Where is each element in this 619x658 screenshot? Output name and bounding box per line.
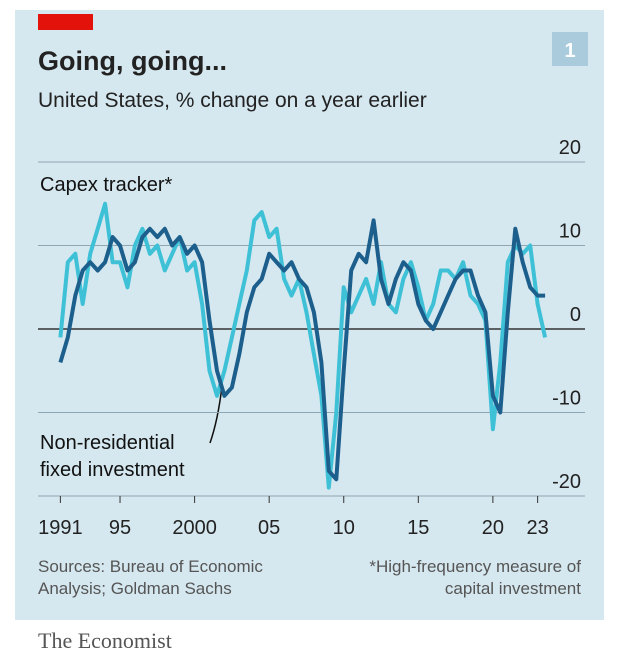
badge: 1 bbox=[564, 40, 575, 62]
y-tick-label: -20 bbox=[552, 471, 581, 493]
source: Sources: Bureau of Economic Analysis; Go… bbox=[38, 557, 263, 598]
x-tick-label: 23 bbox=[527, 517, 549, 539]
footnote: *High-frequency measure of capital inves… bbox=[369, 557, 581, 598]
chart-subtitle: United States, % change on a year earlie… bbox=[38, 89, 427, 112]
red-tag bbox=[38, 14, 93, 30]
brand: The Economist bbox=[38, 628, 172, 653]
x-tick-label: 95 bbox=[109, 517, 131, 539]
chart-title: Going, going... bbox=[38, 46, 227, 76]
y-tick-label: -10 bbox=[552, 388, 581, 410]
y-tick-label: 20 bbox=[559, 137, 581, 159]
badge-box bbox=[552, 32, 588, 66]
x-tick-label: 05 bbox=[258, 517, 280, 539]
x-tick-label: 1991 bbox=[38, 517, 83, 539]
x-tick-label: 15 bbox=[407, 517, 429, 539]
x-tick-label: 20 bbox=[482, 517, 504, 539]
series-label: Non-residential fixed investment bbox=[40, 432, 185, 481]
series-line bbox=[58, 218, 546, 482]
x-tick-label: 10 bbox=[333, 517, 355, 539]
series-label: Capex tracker* bbox=[40, 174, 173, 196]
x-tick-label: 2000 bbox=[172, 517, 217, 539]
y-tick-label: 0 bbox=[570, 304, 581, 326]
y-tick-label: 10 bbox=[559, 221, 581, 243]
series-line bbox=[58, 201, 548, 490]
